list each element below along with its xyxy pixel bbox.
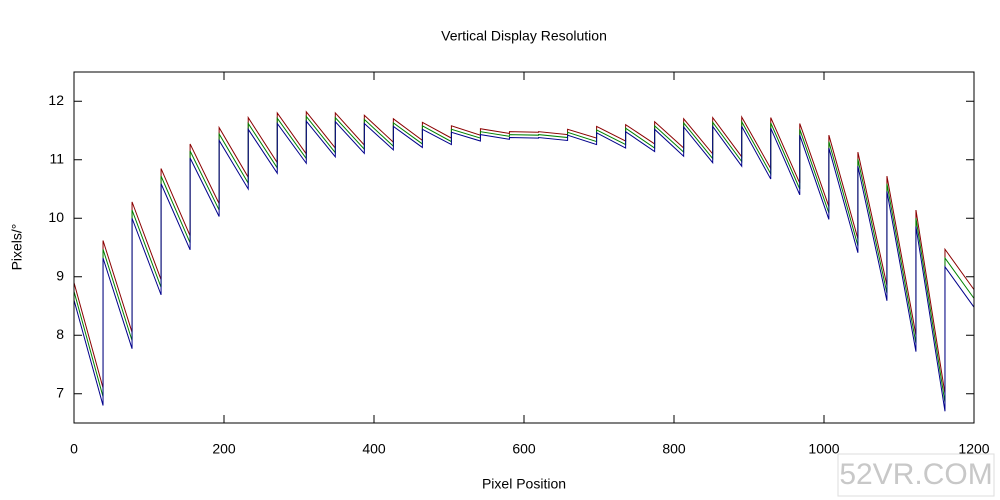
y-tick-label: 8 bbox=[56, 326, 64, 342]
y-tick-label: 7 bbox=[56, 384, 64, 400]
x-tick-label: 800 bbox=[662, 441, 686, 457]
watermark-box bbox=[837, 453, 995, 497]
x-tick-label: 400 bbox=[362, 441, 386, 457]
x-axis-label: Pixel Position bbox=[482, 476, 566, 492]
y-tick-label: 10 bbox=[48, 209, 64, 225]
x-tick-label: 1000 bbox=[808, 441, 839, 457]
x-tick-label: 0 bbox=[70, 441, 78, 457]
y-tick-label: 11 bbox=[49, 150, 64, 166]
x-tick-label: 600 bbox=[512, 441, 536, 457]
data-line bbox=[73, 110, 975, 394]
watermark: 52VR.COM bbox=[839, 458, 992, 491]
x-tick-label: 1200 bbox=[958, 441, 989, 457]
x-tick-label: 200 bbox=[212, 441, 236, 457]
y-tick-label: 9 bbox=[56, 267, 64, 283]
y-tick-label: 12 bbox=[48, 92, 64, 108]
plot-frame bbox=[73, 71, 975, 424]
data-line bbox=[73, 119, 975, 412]
chart-title: Vertical Display Resolution bbox=[441, 28, 607, 44]
data-line bbox=[73, 115, 975, 403]
y-axis-label: Pixels/° bbox=[9, 224, 25, 271]
